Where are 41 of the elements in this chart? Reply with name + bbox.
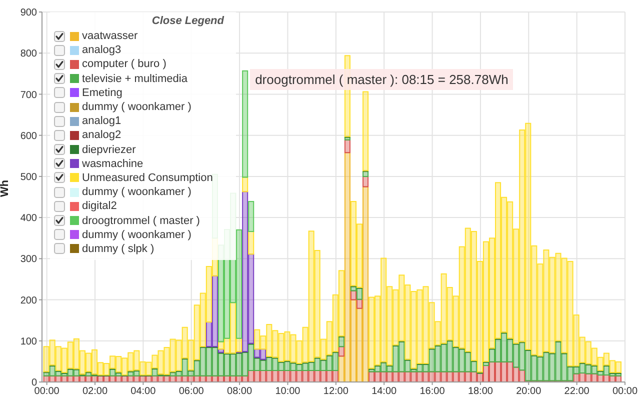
x-tick-label: 02:00 xyxy=(82,386,108,398)
legend-label: droogtrommel ( master ) xyxy=(82,214,200,227)
legend-label: digital2 xyxy=(82,200,117,212)
y-tick-label: 900 xyxy=(20,8,38,19)
x-tick-label: 14:00 xyxy=(372,386,398,398)
y-tick-label: 100 xyxy=(20,336,38,348)
legend-label: dummy ( woonkamer ) xyxy=(82,101,192,114)
annotation: droogtrommel ( master ): 08:15 = 258.78Wh xyxy=(250,68,514,90)
y-tick-label: 700 xyxy=(20,90,38,101)
x-tick-label: 08:00 xyxy=(227,386,252,398)
annotation: Close Legend xyxy=(150,15,226,27)
legend-label: dummy ( woonkamer ) xyxy=(82,186,192,198)
y-tick-label: 600 xyxy=(20,130,38,142)
y-tick-label: 300 xyxy=(20,254,38,266)
y-axis-title: Wh xyxy=(0,180,11,197)
legend-label: dummy ( woonkamer ) xyxy=(82,228,192,241)
x-tick-label: 18:00 xyxy=(468,386,494,398)
legend-label: Unmeasured Consumption xyxy=(82,172,213,184)
legend-label: wasmachine xyxy=(82,158,144,170)
legend-label: televisie + multimedia xyxy=(82,72,188,85)
x-tick-label: 10:00 xyxy=(275,386,301,398)
legend-label: computer ( buro ) xyxy=(82,58,166,70)
y-tick-label: 200 xyxy=(20,295,38,306)
y-tick-label: 400 xyxy=(20,213,38,224)
x-tick-label: 20:00 xyxy=(516,386,542,398)
legend-label: analog1 xyxy=(82,115,122,128)
x-tick-label: 00:00 xyxy=(612,386,638,398)
y-tick-label: 800 xyxy=(20,48,38,60)
legend-label: dummy ( slpk ) xyxy=(82,242,154,255)
x-tick-label: 16:00 xyxy=(420,386,446,398)
legend-label: analog2 xyxy=(82,129,122,142)
x-tick-label: 00:00 xyxy=(34,386,60,398)
x-tick-label: 12:00 xyxy=(323,386,349,398)
legend-label: analog3 xyxy=(82,44,122,56)
y-tick-label: 500 xyxy=(20,172,38,183)
x-tick-label: 06:00 xyxy=(178,386,204,398)
legend-label: diepvriezer xyxy=(82,144,136,156)
legend-label: vaatwasser xyxy=(82,30,138,42)
legend-label: Emeting xyxy=(82,86,122,99)
x-tick-label: 22:00 xyxy=(564,386,590,398)
x-tick-label: 04:00 xyxy=(130,386,156,398)
